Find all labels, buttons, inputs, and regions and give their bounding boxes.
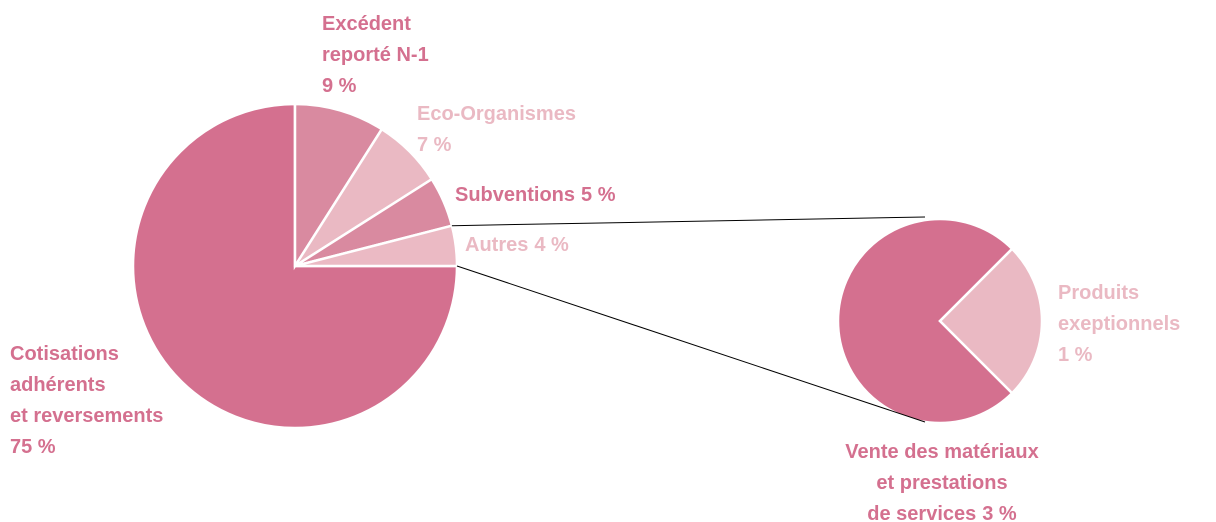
pie-slice	[938, 247, 1044, 395]
connector	[451, 216, 926, 227]
label-line: Eco-Organismes	[417, 103, 576, 125]
label-line: de services	[867, 503, 976, 522]
label-line: Subventions	[455, 184, 575, 206]
slice-label: Autres 4 %	[465, 234, 569, 256]
slice-label: Produits exeptionnels 1 %	[1058, 282, 1180, 366]
value-label: 4 %	[534, 234, 569, 256]
value-label: 1 %	[1058, 344, 1093, 366]
label-line: exeptionnels	[1058, 313, 1180, 335]
slice-label: Eco-Organismes 7 %	[417, 103, 576, 156]
label-line: Vente des matériaux	[845, 441, 1038, 463]
pie-slice	[293, 102, 384, 271]
slice-label: Cotisations adhérents et reversements 75 %	[10, 343, 163, 458]
label-line: reporté N-1	[322, 44, 429, 66]
pie-slice	[836, 217, 1014, 425]
label-line: Produits	[1058, 282, 1139, 304]
slice-label: Excédent reporté N-1 9 %	[322, 13, 429, 97]
value-label: 75 %	[10, 436, 56, 458]
label-line: Excédent	[322, 13, 411, 35]
connector	[456, 265, 926, 423]
label-line: et reversements	[10, 405, 163, 427]
value-label: 7 %	[417, 134, 452, 156]
value-label: 3 %	[982, 503, 1017, 522]
label-line: Autres	[465, 234, 528, 256]
label-line: et prestations	[876, 472, 1007, 494]
value-label: 9 %	[322, 75, 357, 97]
label-line: adhérents	[10, 374, 106, 396]
slice-label: Vente des matériaux et prestations de serv…	[845, 441, 1038, 522]
label-line: Cotisations	[10, 343, 119, 365]
value-label: 5 %	[581, 184, 616, 206]
slice-label: Subventions 5 %	[455, 184, 616, 206]
